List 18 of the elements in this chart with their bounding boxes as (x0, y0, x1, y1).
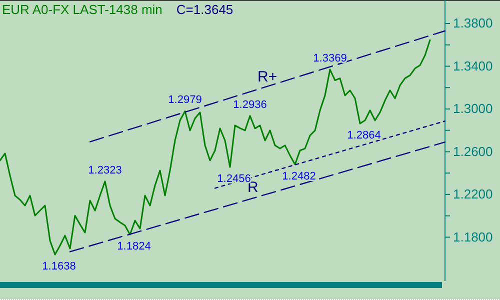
annotation: 1.2936 (233, 98, 267, 111)
y-tick-label: 1.3400 (453, 58, 493, 74)
annotation: 1.2482 (282, 170, 316, 182)
y-tick-label: 1.1800 (453, 229, 493, 244)
annotation: 1.2323 (88, 164, 122, 176)
y-tick-label: 1.3000 (453, 101, 493, 116)
annotation: 1.1824 (117, 240, 151, 253)
chart-title: EUR A0-FX LAST-1438 min (2, 2, 162, 17)
annotation: 1.2979 (168, 94, 202, 106)
chart-subtitle: C=1.3645 (176, 2, 234, 17)
annotation: 1.3369 (313, 52, 347, 65)
y-tick-label: 1.3800 (453, 16, 493, 31)
series-label: R+ (258, 68, 278, 86)
y-tick-label: 1.2600 (453, 144, 493, 159)
annotation: 1.1638 (42, 260, 76, 273)
line-series (0, 39, 431, 256)
y-tick-label: 1.2200 (453, 186, 493, 202)
annotation: 1.2864 (347, 130, 381, 142)
